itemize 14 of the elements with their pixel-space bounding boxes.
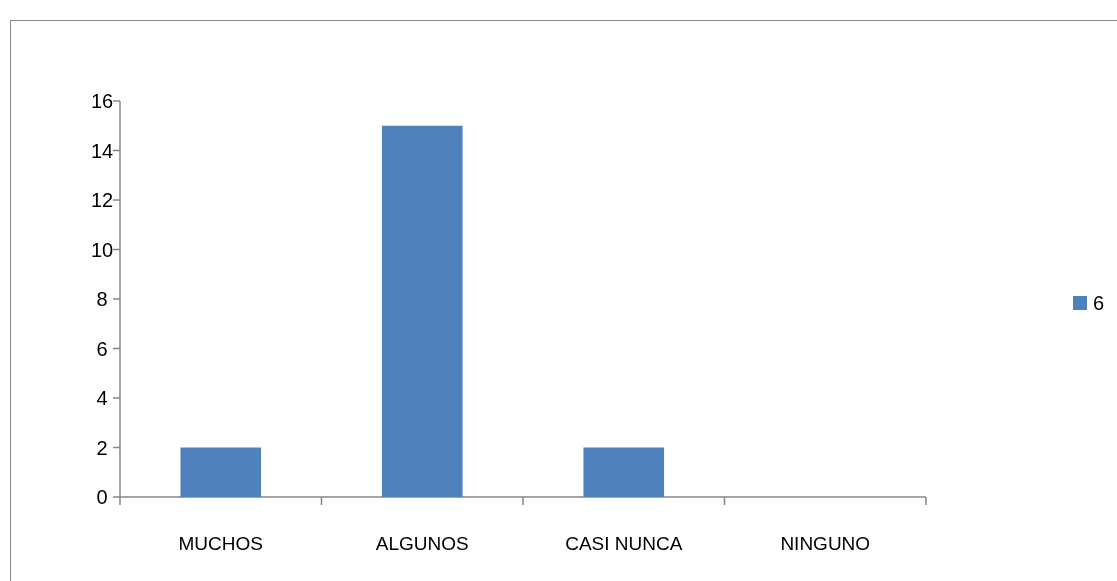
y-tick-label: 2 — [96, 436, 108, 459]
y-tick-label: 16 — [90, 90, 114, 112]
y-tick-label: 14 — [90, 139, 114, 162]
y-tick-label: 6 — [96, 337, 108, 360]
y-tick-label: 10 — [90, 238, 114, 261]
y-tick-label: 0 — [96, 486, 108, 508]
y-tick-label: 4 — [96, 387, 108, 409]
x-tick-label: CASI NUNCA — [565, 532, 683, 554]
legend-label: 6 — [1093, 292, 1105, 314]
y-tick-label: 8 — [96, 288, 108, 310]
x-tick-label: NINGUNO — [780, 532, 871, 554]
x-tick-label: MUCHOS — [178, 532, 263, 554]
y-tick-label: 12 — [90, 189, 114, 211]
x-tick-label: ALGUNOS — [375, 532, 469, 554]
